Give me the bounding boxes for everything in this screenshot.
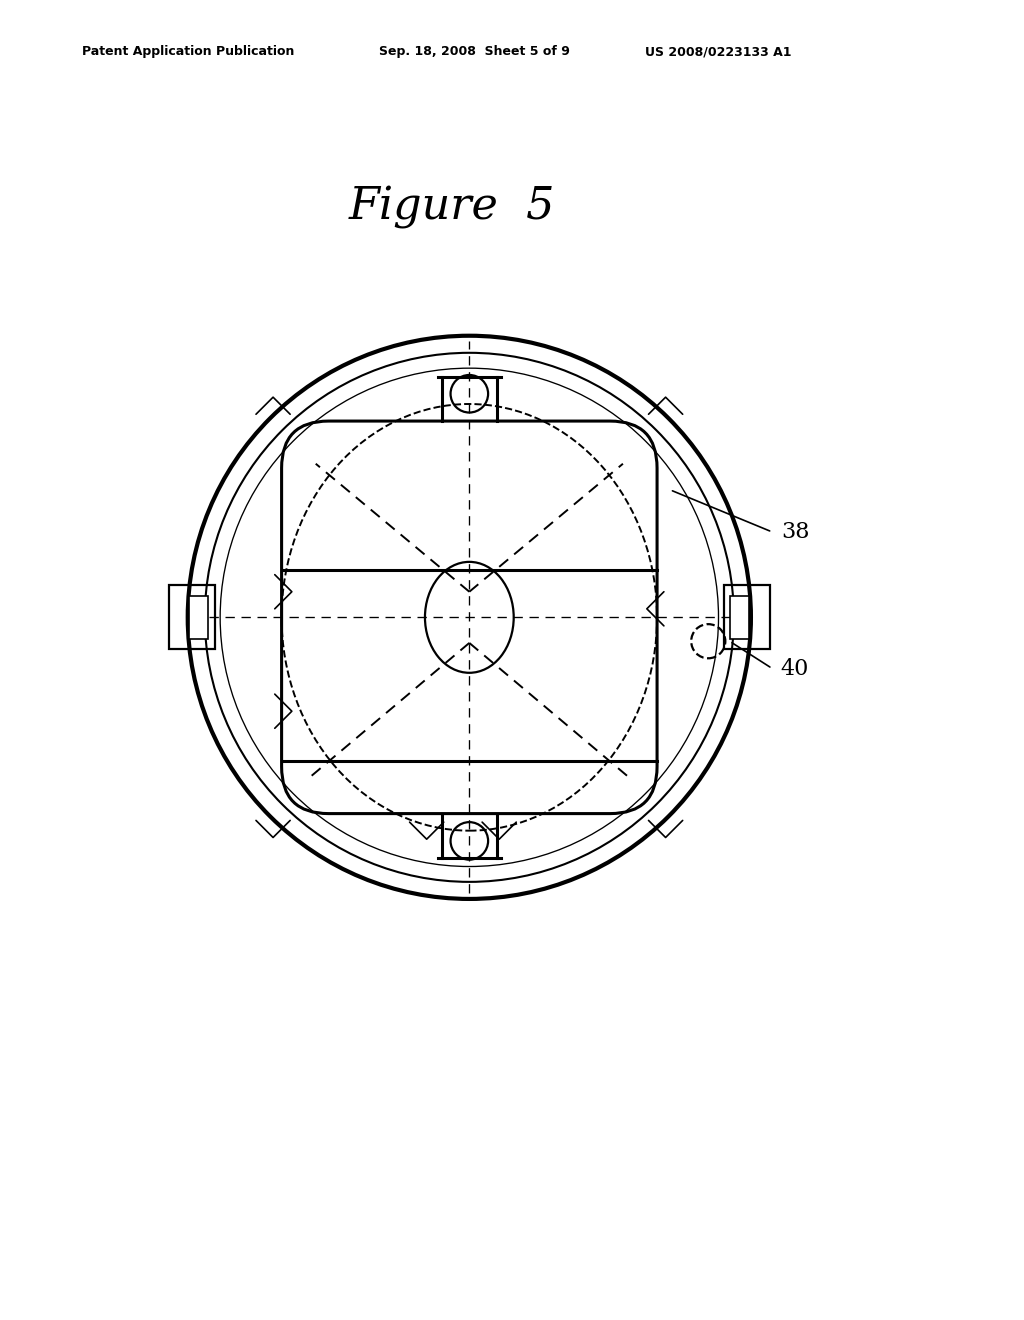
Text: Figure  5: Figure 5 [349, 186, 555, 230]
Text: Sep. 18, 2008  Sheet 5 of 9: Sep. 18, 2008 Sheet 5 of 9 [379, 45, 569, 58]
Text: US 2008/0223133 A1: US 2008/0223133 A1 [645, 45, 792, 58]
Bar [189, 597, 208, 639]
Bar [730, 597, 750, 639]
Bar [724, 585, 770, 649]
Text: Patent Application Publication: Patent Application Publication [82, 45, 294, 58]
Text: 40: 40 [780, 657, 809, 680]
Text: 38: 38 [780, 521, 809, 543]
Bar [169, 585, 215, 649]
